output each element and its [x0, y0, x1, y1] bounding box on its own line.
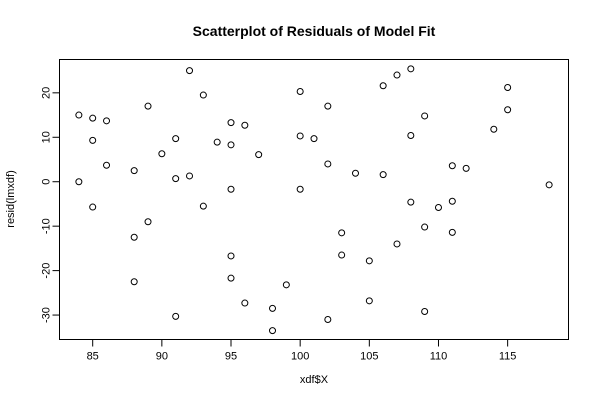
- y-axis: -30 -20 -10 0 10 20: [40, 87, 60, 323]
- x-tick-label: 85: [87, 351, 99, 363]
- data-point: [338, 229, 346, 237]
- data-point: [158, 150, 166, 158]
- data-point: [434, 204, 442, 211]
- data-point: [186, 67, 194, 75]
- y-tick-label: -10: [40, 218, 52, 234]
- y-tick-label: 20: [40, 87, 52, 99]
- x-axis-label: xdf$X: [300, 374, 329, 386]
- data-point: [282, 281, 290, 289]
- data-point: [379, 171, 387, 179]
- data-point: [89, 114, 97, 122]
- data-point: [407, 132, 415, 139]
- data-point: [448, 228, 456, 236]
- data-point: [241, 121, 249, 129]
- data-point: [421, 308, 429, 315]
- x-tick-label: 105: [360, 351, 378, 363]
- data-point: [504, 84, 512, 91]
- data-point: [296, 185, 304, 193]
- data-point: [75, 178, 83, 186]
- data-point: [365, 297, 373, 305]
- data-point: [545, 181, 553, 189]
- chart-title: Scatterplot of Residuals of Model Fit: [193, 23, 436, 39]
- x-tick-label: 95: [225, 351, 237, 363]
- data-point: [130, 167, 138, 175]
- data-point: [199, 202, 207, 210]
- x-tick-label: 115: [499, 351, 517, 363]
- data-point: [310, 135, 318, 143]
- data-point: [75, 111, 83, 119]
- data-point: [144, 102, 152, 110]
- data-point: [421, 223, 429, 231]
- data-point: [407, 198, 415, 206]
- data-point: [172, 135, 180, 143]
- data-point: [338, 251, 346, 259]
- data-point: [227, 274, 235, 282]
- data-point: [89, 203, 97, 211]
- x-tick-label: 110: [430, 351, 448, 363]
- data-point: [227, 185, 235, 193]
- data-points: [75, 65, 553, 335]
- data-point: [462, 164, 470, 172]
- data-point: [379, 82, 387, 90]
- data-point: [213, 138, 221, 146]
- y-tick-label: 0: [40, 179, 52, 185]
- data-point: [269, 327, 277, 335]
- data-point: [324, 102, 332, 110]
- data-point: [130, 233, 138, 241]
- data-point: [351, 169, 359, 177]
- data-point: [172, 175, 180, 183]
- y-tick-label: 10: [40, 131, 52, 143]
- data-point: [448, 197, 456, 205]
- data-point: [365, 257, 373, 265]
- data-point: [296, 88, 304, 95]
- y-tick-label: -30: [40, 307, 52, 323]
- data-point: [130, 278, 138, 286]
- data-point: [227, 119, 235, 127]
- data-point: [186, 172, 194, 180]
- data-point: [324, 316, 332, 323]
- data-point: [103, 161, 111, 169]
- data-point: [393, 71, 401, 79]
- data-point: [227, 252, 235, 260]
- data-point: [241, 299, 249, 307]
- data-point: [103, 117, 111, 125]
- data-point: [407, 65, 415, 73]
- y-axis-label: resid(lmxdf): [5, 170, 17, 227]
- data-point: [393, 240, 401, 248]
- data-point: [89, 136, 97, 144]
- data-point: [448, 162, 456, 170]
- x-axis: 85 90 95 100 105 110 115: [87, 339, 517, 363]
- data-point: [490, 125, 498, 133]
- data-point: [172, 312, 180, 320]
- data-point: [296, 132, 304, 140]
- data-point: [255, 151, 263, 159]
- data-point: [504, 106, 512, 114]
- data-point: [199, 91, 207, 99]
- y-tick-label: -20: [40, 263, 52, 279]
- x-tick-label: 100: [291, 351, 309, 363]
- data-point: [421, 112, 429, 120]
- plot-frame: [59, 59, 569, 340]
- x-tick-label: 90: [156, 351, 168, 363]
- data-point: [227, 141, 235, 149]
- data-point: [269, 304, 277, 312]
- data-point: [144, 218, 152, 226]
- data-point: [324, 160, 332, 168]
